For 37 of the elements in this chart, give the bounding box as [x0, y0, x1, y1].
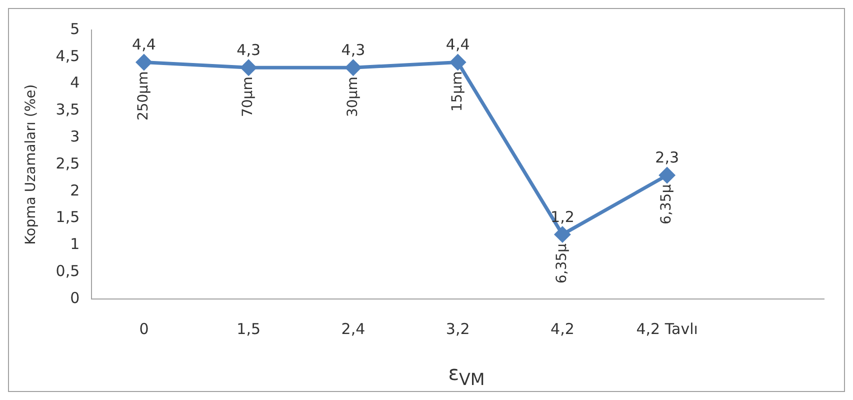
point: [659, 168, 675, 184]
y-tick-label: 5: [70, 20, 80, 38]
x-tick-label: 1,5: [236, 320, 261, 338]
annotation: 70µm: [240, 76, 256, 118]
y-tick-label: 3: [70, 127, 80, 146]
y-tick-label: 3,5: [56, 100, 80, 119]
point: [240, 60, 256, 76]
y-tick-label: 4: [70, 74, 80, 92]
point: [554, 226, 570, 242]
text: 4,3: [236, 41, 261, 60]
annotation: 15µm: [449, 71, 466, 112]
annotation: 250µm: [136, 71, 152, 121]
x-tick-label: 0: [139, 320, 149, 338]
y-tick-label: 1: [70, 235, 80, 254]
annotation: 30µm: [344, 76, 361, 118]
x-tick-label: 4,2: [550, 320, 574, 338]
point: [136, 54, 152, 70]
x-tick-label: 3,2: [446, 320, 470, 338]
annotation: 6,35µ: [554, 243, 570, 284]
text: 4,4: [132, 36, 156, 54]
text: 4,4: [446, 36, 470, 54]
y-tick-label: 2: [70, 181, 80, 200]
point: [345, 60, 361, 76]
point: [450, 54, 466, 70]
x-tick-label: 2,4: [341, 320, 366, 338]
x-tick-label: 4,2 Tavlı: [636, 320, 698, 338]
text: 4,3: [341, 41, 366, 60]
text: 2,3: [655, 148, 679, 167]
x-axis-title: ε$_{VM}$: [447, 361, 486, 391]
annotation: 6,35µ: [658, 184, 675, 224]
y-tick-label: 0: [70, 288, 80, 307]
y-tick-label: 2,5: [56, 154, 80, 172]
y-tick-label: 0,5: [56, 262, 80, 280]
y-tick-label: 4,5: [56, 46, 80, 65]
text: 1,2: [550, 208, 574, 226]
y-axis-title: Kopma Uzamaları (%e): [23, 84, 40, 245]
y-tick-label: 1,5: [56, 208, 80, 226]
